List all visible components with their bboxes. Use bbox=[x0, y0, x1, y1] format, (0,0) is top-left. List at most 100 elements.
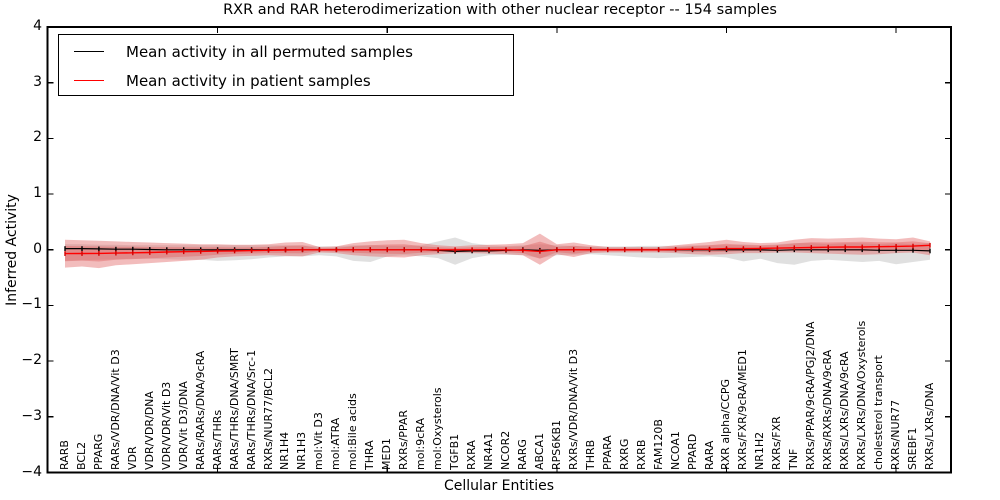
x-tick-label: RXRs/NUR77/BCL2 bbox=[261, 367, 275, 470]
x-tick-label: RXRA bbox=[465, 440, 479, 470]
y-tick-label: −4 bbox=[21, 463, 42, 480]
patient-marker bbox=[827, 244, 829, 250]
x-tick-label: TNF bbox=[787, 448, 801, 470]
patient-marker bbox=[607, 247, 609, 253]
patient-marker bbox=[725, 246, 728, 251]
patient-marker bbox=[233, 248, 236, 254]
patient-marker bbox=[250, 248, 253, 253]
y-tick-label: 2 bbox=[33, 129, 42, 146]
patient-marker bbox=[64, 251, 66, 256]
x-tick-label: RARs/THRs bbox=[210, 409, 224, 470]
patient-marker bbox=[674, 247, 677, 252]
x-tick-label: RXRs/PPAR/9cRA/PGJ2/DNA bbox=[804, 321, 818, 471]
x-tick-label: VDR/Vit D3/DNA bbox=[176, 381, 190, 470]
patient-marker bbox=[776, 245, 779, 251]
permuted-marker bbox=[861, 247, 863, 253]
patient-marker bbox=[742, 246, 745, 251]
x-tick-label: RXRs/PPAR bbox=[397, 410, 411, 470]
patient-marker bbox=[386, 247, 388, 253]
x-tick-label: MED1 bbox=[380, 438, 394, 470]
x-tick-label: RARs/THRs/DNA/Src-1 bbox=[244, 349, 258, 470]
patient-marker bbox=[624, 247, 626, 253]
x-tick-label: PPARG bbox=[91, 433, 105, 470]
patient-marker bbox=[98, 251, 100, 256]
permuted-marker bbox=[895, 247, 897, 253]
patient-marker bbox=[844, 244, 846, 250]
x-tick-label: mol:Oxysterols bbox=[431, 387, 445, 471]
patient-marker bbox=[505, 247, 507, 253]
x-tick-label: mol:9cRA bbox=[414, 418, 428, 470]
x-tick-label: RXRB bbox=[634, 439, 648, 470]
patient-marker bbox=[810, 245, 812, 250]
patient-marker bbox=[708, 246, 711, 252]
patient-marker bbox=[929, 242, 931, 248]
patient-marker bbox=[420, 247, 422, 253]
y-tick-label: −3 bbox=[21, 407, 42, 424]
x-tick-label: RXRs/FXR bbox=[770, 416, 784, 470]
x-tick-label: PPARD bbox=[685, 433, 699, 470]
patient-marker bbox=[166, 249, 168, 255]
patient-marker bbox=[573, 247, 575, 253]
x-tick-label: RARs/THRs/DNA/SMRT bbox=[227, 348, 241, 470]
patient-samples-band-inner bbox=[65, 241, 930, 262]
legend-line-sample-black bbox=[74, 51, 104, 52]
x-tick-label: RXRs/VDR/DNA/Vit D3 bbox=[566, 348, 580, 470]
patient-marker bbox=[267, 247, 270, 253]
permuted-marker bbox=[878, 247, 880, 253]
x-tick-label: mol:Bile acids bbox=[346, 393, 360, 470]
patient-marker bbox=[454, 247, 456, 253]
patient-marker bbox=[149, 250, 151, 255]
x-tick-label: FAM120B bbox=[651, 419, 665, 470]
patient-marker bbox=[793, 245, 795, 251]
permuted-mean-line bbox=[65, 248, 931, 253]
x-tick-label: THRB bbox=[583, 439, 597, 470]
y-tick-label: 3 bbox=[33, 73, 42, 90]
patient-marker bbox=[183, 249, 185, 255]
patient-marker bbox=[522, 247, 524, 253]
legend-line-sample-red bbox=[74, 80, 104, 81]
patient-marker bbox=[488, 247, 490, 253]
patient-marker bbox=[437, 247, 439, 253]
patient-marker bbox=[878, 244, 880, 250]
x-tick-label: RXRs/RXRs/DNA/9cRA bbox=[821, 349, 835, 470]
patient-marker bbox=[590, 247, 592, 253]
patient-marker bbox=[403, 247, 405, 253]
patient-marker bbox=[691, 246, 694, 252]
x-tick-label: RXRs/LXRs/DNA/Oxysterols bbox=[855, 320, 869, 470]
permuted-marker bbox=[149, 247, 151, 252]
x-tick-label: RARB bbox=[58, 440, 71, 470]
legend-label-patient: Mean activity in patient samples bbox=[126, 71, 371, 90]
permuted-marker bbox=[912, 247, 914, 253]
patient-marker bbox=[471, 247, 473, 253]
patient-marker bbox=[132, 250, 134, 256]
x-tick-label: NR1H4 bbox=[278, 431, 292, 470]
patient-marker bbox=[81, 251, 83, 256]
patient-marker bbox=[895, 244, 897, 249]
x-tick-label: NR1H2 bbox=[753, 431, 767, 470]
permuted-marker bbox=[827, 247, 829, 253]
y-tick-label: −1 bbox=[21, 296, 42, 313]
x-tick-label: NR4A1 bbox=[482, 432, 496, 470]
permuted-marker bbox=[64, 246, 66, 251]
permuted-marker bbox=[81, 246, 83, 251]
patient-marker bbox=[759, 246, 762, 251]
y-tick-label: −2 bbox=[21, 352, 42, 369]
x-tick-label: RPS6KB1 bbox=[549, 419, 563, 470]
patient-marker bbox=[539, 249, 541, 254]
x-tick-label: THRA bbox=[363, 440, 377, 470]
patient-marker bbox=[861, 244, 863, 250]
x-axis-label: Cellular Entities bbox=[443, 478, 555, 494]
y-tick-label: 4 bbox=[33, 18, 42, 34]
permuted-marker bbox=[929, 248, 931, 254]
patient-marker bbox=[352, 247, 354, 253]
x-tick-label: RXR alpha/CCPG bbox=[719, 378, 733, 470]
patient-marker bbox=[912, 243, 914, 249]
x-tick-label: RARG bbox=[515, 439, 529, 470]
legend-row-patient: Mean activity in patient samples bbox=[59, 66, 513, 95]
x-tick-label: NR1H3 bbox=[295, 431, 309, 470]
patient-mean-line bbox=[64, 244, 931, 255]
patient-marker bbox=[200, 249, 202, 254]
x-tick-label: cholesterol transport bbox=[872, 355, 886, 470]
